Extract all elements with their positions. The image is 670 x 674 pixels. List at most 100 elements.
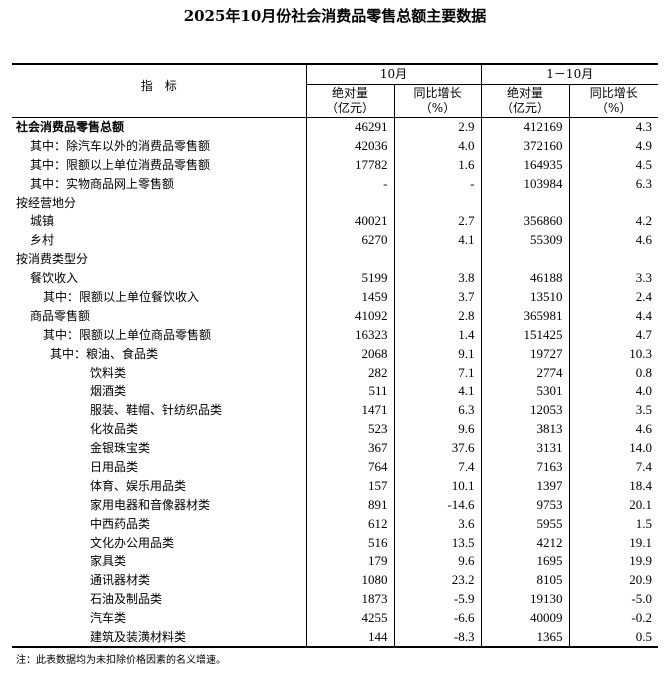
row-label: 服装、鞋帽、针纺织品类	[90, 403, 223, 418]
oct-abs-cell	[305, 193, 394, 212]
table-row: 饮料类 282 7.1 2774 0.8	[12, 363, 658, 382]
ytd-abs-cell: 3813	[480, 419, 569, 439]
oct-yoy-cell: 2.7	[393, 211, 481, 231]
page-title: 2025年10月份社会消费品零售总额主要数据	[183, 7, 487, 25]
ytd-yoy-cell: 2.4	[568, 287, 658, 307]
ytd-yoy-cell: 4.9	[568, 136, 658, 156]
table-row: 其中：限额以上单位消费品零售额 17782 1.6 164935 4.5	[12, 155, 658, 175]
indicator-header: 指 标	[12, 64, 306, 118]
oct-yoy-cell: 4.0	[393, 136, 481, 156]
ytd-yoy-cell: 10.3	[568, 344, 658, 364]
oct-yoy-cell: 10.1	[393, 476, 481, 496]
row-label: 按经营地分	[16, 195, 77, 210]
row-label: 社会消费品零售总额	[16, 119, 125, 134]
row-label: 餐饮收入	[30, 271, 79, 286]
abs-header: 绝对量 （亿元）	[480, 84, 569, 118]
ytd-yoy-cell	[568, 193, 658, 212]
footnote: 注：此表数据均为未扣除价格因素的名义增速。	[16, 655, 226, 666]
ytd-abs-cell: 1695	[480, 551, 569, 571]
oct-yoy-cell: 6.3	[393, 400, 481, 420]
table-row: 其中：限额以上单位商品零售额 16323 1.4 151425 4.7	[12, 325, 658, 345]
retail-sales-table: 指 标 10月 1－10月 绝对量 （亿元） 同比增长 （%） 绝对量 （亿元） 同比…	[12, 63, 658, 649]
oct-abs-cell: 46291	[305, 117, 394, 137]
ytd-yoy-cell: 7.4	[568, 457, 658, 477]
table-row: 家具类 179 9.6 1695 19.9	[12, 551, 658, 571]
row-label: 城镇	[30, 214, 55, 229]
ytd-yoy-cell: 0.5	[568, 627, 658, 648]
ytd-yoy-cell: 14.0	[568, 438, 658, 458]
row-label: 体育、娱乐用品类	[90, 478, 187, 493]
ytd-yoy-cell: 4.2	[568, 211, 658, 231]
oct-yoy-cell: 4.1	[393, 230, 481, 250]
table-row: 建筑及装潢材料类 144 -8.3 1365 0.5	[12, 627, 658, 648]
ytd-yoy-cell: 18.4	[568, 476, 658, 496]
ytd-abs-cell: 151425	[480, 325, 569, 345]
row-label: 按消费类型分	[16, 252, 89, 267]
ytd-abs-cell: 8105	[480, 570, 569, 590]
oct-yoy-cell: 7.1	[393, 363, 481, 382]
ytd-abs-cell: 1397	[480, 476, 569, 496]
oct-yoy-cell: 1.6	[393, 155, 481, 175]
oct-abs-cell: 1873	[305, 589, 394, 609]
table-row: 金银珠宝类 367 37.6 3131 14.0	[12, 438, 658, 458]
ytd-yoy-cell: -5.0	[568, 589, 658, 609]
period-jan-oct-header: 1－10月	[480, 64, 658, 85]
ytd-yoy-cell: 19.1	[568, 533, 658, 552]
row-label: 通讯器材类	[90, 573, 151, 588]
row-label: 日用品类	[90, 459, 139, 474]
ytd-yoy-cell: 4.7	[568, 325, 658, 345]
oct-abs-cell: 764	[305, 457, 394, 477]
table-row: 服装、鞋帽、针纺织品类 1471 6.3 12053 3.5	[12, 400, 658, 420]
oct-abs-cell: 41092	[305, 306, 394, 326]
table-row: 家用电器和音像器材类 891 -14.6 9753 20.1	[12, 495, 658, 515]
ytd-abs-cell: 40009	[480, 608, 569, 628]
oct-abs-cell: 511	[305, 381, 394, 401]
oct-abs-cell: 612	[305, 514, 394, 534]
ytd-abs-cell: 55309	[480, 230, 569, 250]
oct-yoy-cell: -8.3	[393, 627, 481, 648]
ytd-yoy-cell: 3.5	[568, 400, 658, 420]
oct-abs-cell: 42036	[305, 136, 394, 156]
ytd-abs-cell: 372160	[480, 136, 569, 156]
yoy-header: 同比增长 （%）	[568, 84, 658, 118]
oct-yoy-cell: 9.6	[393, 551, 481, 571]
ytd-abs-cell: 9753	[480, 495, 569, 515]
oct-yoy-cell: 9.6	[393, 419, 481, 439]
oct-abs-cell: 1471	[305, 400, 394, 420]
oct-yoy-cell: -5.9	[393, 589, 481, 609]
table-row: 烟酒类 511 4.1 5301 4.0	[12, 381, 658, 401]
table-row: 其中：限额以上单位餐饮收入 1459 3.7 13510 2.4	[12, 287, 658, 307]
oct-abs-cell	[305, 249, 394, 269]
ytd-abs-cell: 365981	[480, 306, 569, 326]
row-label: 金银珠宝类	[90, 441, 151, 456]
row-label: 其中：粮油、食品类	[50, 346, 159, 361]
oct-yoy-cell	[393, 249, 481, 269]
oct-abs-cell: 40021	[305, 211, 394, 231]
ytd-yoy-cell: 0.8	[568, 363, 658, 382]
ytd-yoy-cell: -0.2	[568, 608, 658, 628]
ytd-abs-cell: 1365	[480, 627, 569, 648]
oct-abs-cell: 5199	[305, 268, 394, 288]
oct-abs-cell: 144	[305, 627, 394, 648]
abs-header: 绝对量 （亿元）	[305, 84, 394, 118]
table-row: 化妆品类 523 9.6 3813 4.6	[12, 419, 658, 439]
table-row: 通讯器材类 1080 23.2 8105 20.9	[12, 570, 658, 590]
oct-abs-cell: 4255	[305, 608, 394, 628]
table-row: 按消费类型分	[12, 249, 658, 269]
oct-yoy-cell: 3.7	[393, 287, 481, 307]
ytd-yoy-cell: 19.9	[568, 551, 658, 571]
ytd-yoy-cell	[568, 249, 658, 269]
oct-yoy-cell: -6.6	[393, 608, 481, 628]
ytd-yoy-cell: 4.6	[568, 230, 658, 250]
row-label: 商品零售额	[30, 308, 91, 323]
table-row: 体育、娱乐用品类 157 10.1 1397 18.4	[12, 476, 658, 496]
row-label: 其中：除汽车以外的消费品零售额	[30, 138, 211, 153]
table-row: 日用品类 764 7.4 7163 7.4	[12, 457, 658, 477]
oct-yoy-cell	[393, 193, 481, 212]
row-label: 石油及制品类	[90, 592, 163, 607]
oct-yoy-cell: 13.5	[393, 533, 481, 552]
table-row: 其中：实物商品网上零售额 - -103984 6.3	[12, 174, 658, 194]
ytd-abs-cell: 19130	[480, 589, 569, 609]
oct-abs-cell: 2068	[305, 344, 394, 364]
table-row: 石油及制品类 1873 -5.9 19130 -5.0	[12, 589, 658, 609]
